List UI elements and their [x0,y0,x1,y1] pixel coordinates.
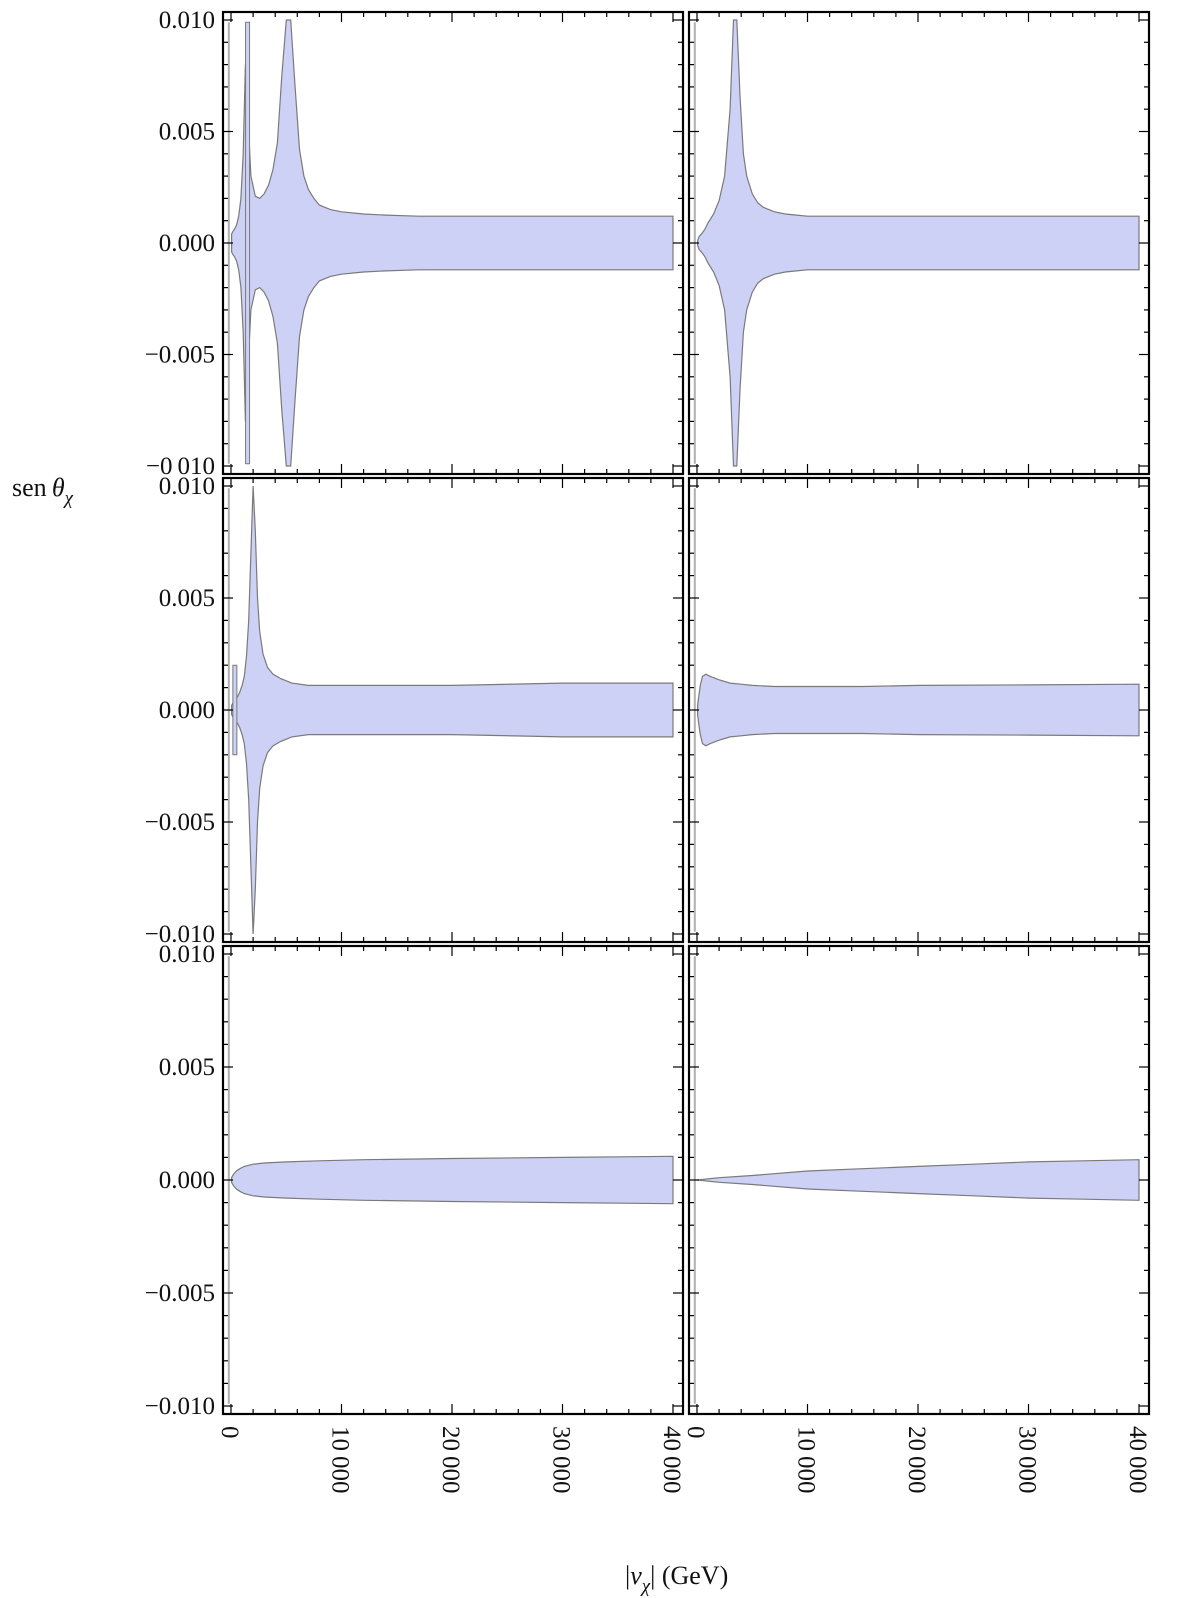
y-axis-title-symbol: θ [52,473,65,502]
y-axis-title-subscript: χ [63,488,74,509]
x-tick-label: 10 000 [327,1426,354,1494]
y-axis-title: sen θχ [12,473,74,509]
panel-1-ticks [223,12,683,474]
x-tick-label: 10 000 [793,1426,820,1494]
panel-6 [687,944,1151,1416]
panel-5-ticks [223,946,683,1414]
x-tick-label: 0 [216,1426,243,1439]
x-axis-title-open: | [625,1561,630,1590]
panel-3-ticks [223,478,683,942]
y-tick-label: 0.010 [159,7,215,34]
x-tick-label: 20 000 [903,1426,930,1494]
x-tick-label: 40 000 [658,1426,685,1494]
y-axis-title-prefix: sen [12,473,52,502]
y-tick-label: 0.000 [159,1167,215,1194]
y-tick-label: 0.005 [159,1054,215,1081]
panel-3-band [231,485,674,935]
y-tick-label: −0.005 [145,809,215,836]
y-tick-label: −0.010 [145,1393,215,1420]
panel-6-band [696,1159,1140,1201]
y-tick-label: −0.005 [145,1280,215,1307]
panel-3 [221,476,685,944]
panel-4 [687,476,1151,944]
x-axis-title-symbol: v [630,1561,642,1590]
x-axis-title-subscript: χ [640,1576,651,1597]
panel-5 [221,944,685,1416]
y-tick-label: 0.010 [159,941,215,968]
panel-3-spike-1 [232,664,238,756]
x-tick-label: 0 [682,1426,709,1439]
panel-1-band [231,19,674,467]
y-tick-label: −0.010 [145,921,215,948]
panel-4-band [697,673,1140,747]
panel-2-ticks [689,12,1149,474]
panel-1 [221,10,685,476]
panel-6-ticks [689,946,1149,1414]
y-tick-label: −0.005 [145,342,215,369]
panel-1-spike-1 [245,21,251,465]
x-tick-label: 20 000 [437,1426,464,1494]
panel-5-band [231,1155,674,1205]
x-tick-label: 30 000 [548,1426,575,1494]
x-tick-label: 30 000 [1014,1426,1041,1494]
y-tick-label: 0.005 [159,585,215,612]
y-tick-label: 0.010 [159,473,215,500]
y-tick-label: 0.005 [159,119,215,146]
y-tick-label: 0.000 [159,230,215,257]
panel-2 [687,10,1151,476]
panel-2-band [697,19,1140,467]
panels-layer [221,10,1151,1416]
y-tick-label: −0 010 [146,453,215,480]
x-axis-title: |vχ| (GeV) [625,1561,728,1597]
x-tick-label: 40 000 [1124,1426,1151,1494]
x-axis-title-close: | (GeV) [650,1561,728,1590]
panel-4-ticks [689,478,1149,942]
y-tick-label: 0.000 [159,697,215,724]
